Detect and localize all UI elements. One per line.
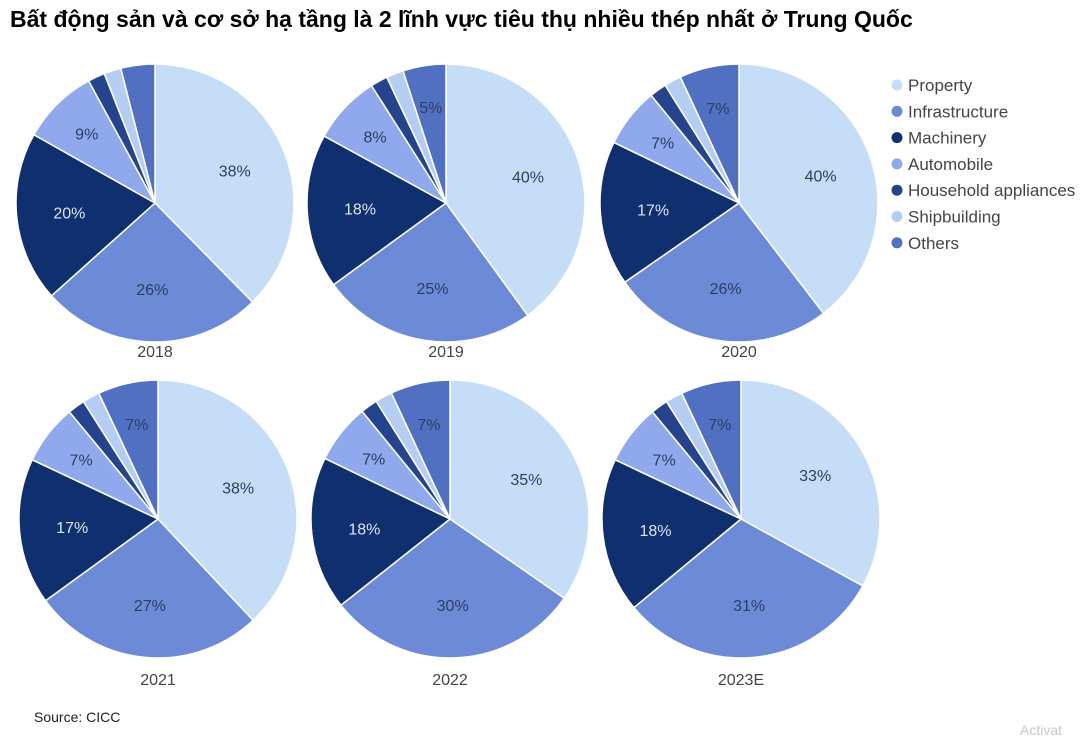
slice-property: [157, 379, 298, 622]
data-label: 38%: [222, 480, 254, 497]
legend-label: Property: [908, 76, 973, 95]
data-label: 7%: [651, 136, 674, 153]
slice-infrastructure: [50, 201, 254, 343]
data-label: 9%: [75, 127, 98, 144]
pie-2021: 38% 27% 17% 7% 7%: [18, 379, 298, 659]
data-label: 30%: [437, 598, 469, 615]
slice-infrastructure: [632, 518, 864, 659]
source-note: Source: CICC: [34, 709, 121, 725]
legend-label: Infrastructure: [908, 102, 1008, 121]
legend-label: Others: [908, 234, 959, 253]
data-label: 7%: [125, 417, 148, 434]
data-label: 27%: [134, 598, 166, 615]
slice-machinery: [601, 458, 743, 609]
activation-watermark: Activat: [1020, 722, 1063, 738]
legend-label: Automobile: [908, 155, 993, 174]
pie-year-label: 2020: [721, 344, 757, 361]
pie-year-label: 2018: [137, 344, 173, 361]
legend-label: Machinery: [908, 129, 987, 148]
data-label: 40%: [805, 168, 837, 185]
legend-marker: [891, 132, 903, 144]
data-label: 25%: [417, 281, 449, 298]
data-label: 7%: [70, 452, 93, 469]
data-label: 26%: [710, 281, 742, 298]
data-label: 40%: [512, 169, 544, 186]
legend-marker: [891, 158, 903, 170]
data-label: 8%: [364, 129, 387, 146]
data-label: 18%: [639, 523, 671, 540]
legend-marker: [891, 237, 903, 249]
data-label: 20%: [53, 205, 85, 222]
legend-marker: [891, 211, 903, 222]
data-label: 7%: [653, 452, 676, 469]
slice-others: [402, 63, 447, 204]
slice-infrastructure: [44, 518, 255, 659]
slice-property: [740, 379, 881, 587]
data-label: 17%: [637, 203, 669, 220]
slice-infrastructure: [339, 518, 566, 659]
slice-property: [449, 379, 590, 600]
slice-machinery: [15, 133, 157, 297]
slice-property: [738, 63, 879, 315]
data-label: 26%: [136, 282, 168, 299]
slice-others: [97, 379, 159, 520]
slice-property: [445, 63, 586, 317]
pie-year-label: 2021: [140, 672, 176, 689]
data-label: 7%: [708, 417, 731, 434]
legend-label: Shipbuilding: [908, 208, 1001, 227]
chart-title: Bất động sản và cơ sở hạ tầng là 2 lĩnh …: [10, 6, 913, 32]
data-label: 33%: [799, 468, 831, 485]
data-label: 18%: [348, 521, 380, 538]
data-label: 35%: [510, 472, 542, 489]
pie-2019: 40% 25% 18% 8% 5%: [306, 63, 586, 343]
legend-marker: [891, 79, 903, 91]
pie-year-label: 2023E: [718, 672, 764, 689]
slice-property: [154, 63, 295, 304]
slice-machinery: [18, 458, 160, 602]
pie-2023e: 33% 31% 18% 7% 7%: [601, 379, 881, 659]
data-label: 7%: [706, 101, 729, 118]
legend: Property Infrastructure Machinery Automobil…: [891, 76, 1075, 253]
data-label: 5%: [419, 100, 442, 117]
data-label: 31%: [733, 598, 765, 615]
data-label: 7%: [417, 417, 440, 434]
pie-year-label: 2022: [432, 672, 468, 689]
slice-others: [119, 63, 156, 204]
slice-machinery: [599, 141, 741, 284]
data-label: 18%: [344, 201, 376, 218]
slice-infrastructure: [332, 201, 529, 343]
data-label: 38%: [219, 163, 251, 180]
legend-marker: [891, 105, 903, 117]
slice-others: [390, 379, 451, 520]
pie-2022: 35% 30% 18% 7% 7%: [310, 379, 590, 659]
pie-2018: 38% 26% 20% 9%: [15, 63, 295, 343]
slice-machinery: [306, 135, 448, 286]
slice-others: [679, 63, 740, 204]
legend-label: Household appliances: [908, 181, 1075, 200]
data-label: 7%: [362, 452, 385, 469]
pie-2020: 40% 26% 17% 7% 7%: [599, 63, 879, 343]
slice-others: [680, 379, 742, 520]
slice-infrastructure: [623, 201, 825, 343]
pie-year-label: 2019: [428, 344, 464, 361]
data-label: 17%: [56, 520, 88, 537]
slice-machinery: [310, 457, 452, 607]
legend-marker: [891, 184, 903, 196]
